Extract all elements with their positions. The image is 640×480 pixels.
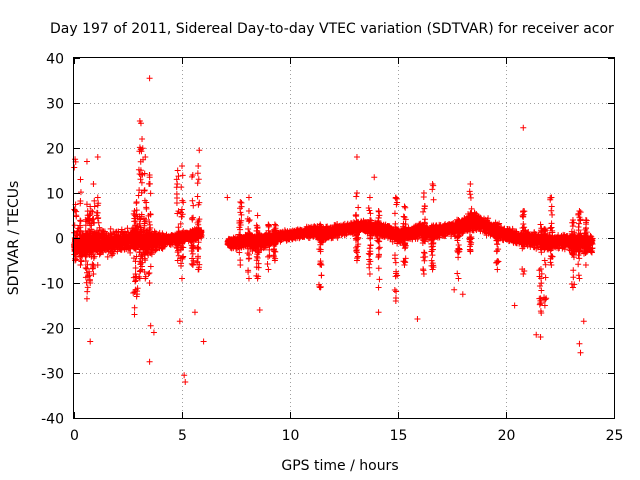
data-point bbox=[118, 226, 125, 233]
data-points bbox=[71, 75, 596, 385]
chart-title: Day 197 of 2011, Sidereal Day-to-day VTE… bbox=[50, 21, 614, 37]
data-point bbox=[121, 228, 128, 235]
data-point bbox=[71, 222, 78, 229]
data-point bbox=[104, 253, 111, 260]
data-point bbox=[107, 225, 114, 232]
data-point bbox=[124, 225, 131, 232]
